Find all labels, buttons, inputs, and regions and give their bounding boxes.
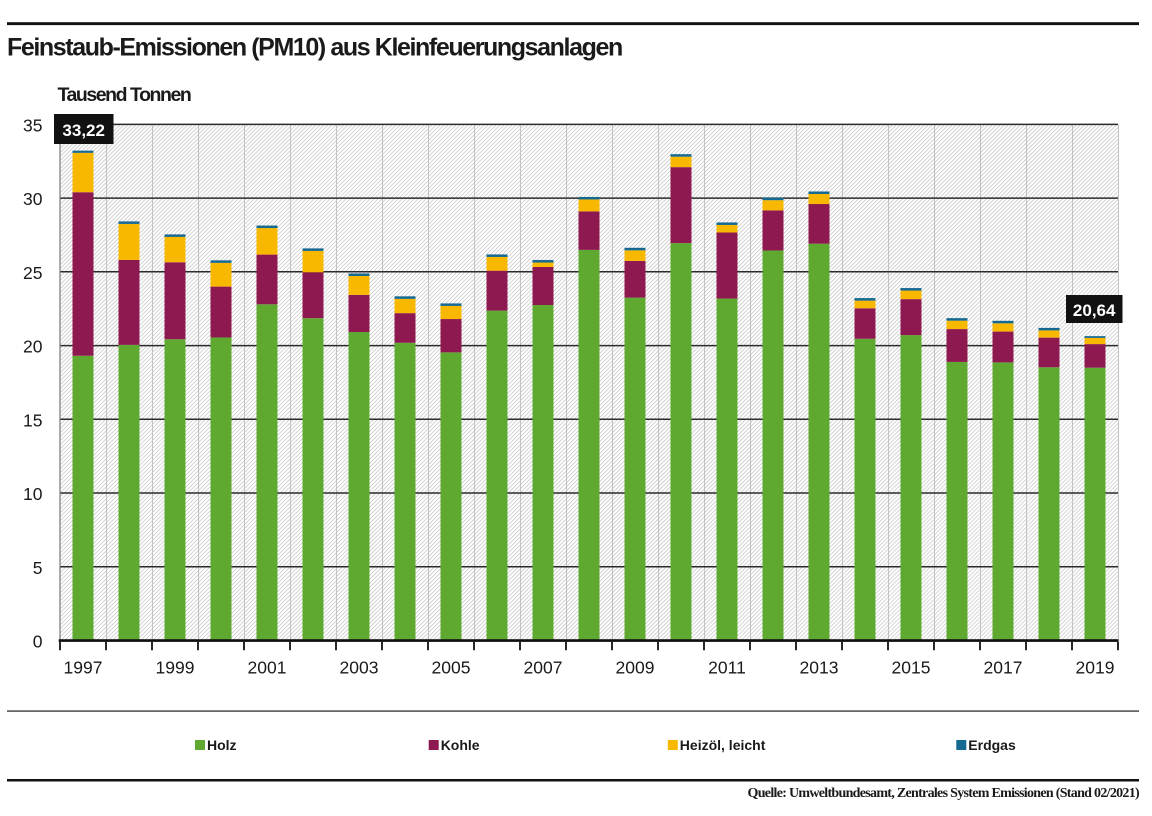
svg-text:Feinstaub-Emissionen (PM10) au: Feinstaub-Emissionen (PM10) aus Kleinfeu… xyxy=(7,34,622,62)
svg-text:2017: 2017 xyxy=(984,658,1023,678)
svg-text:2015: 2015 xyxy=(892,658,931,678)
svg-text:Kohle: Kohle xyxy=(441,737,480,753)
svg-text:Tausend Tonnen: Tausend Tonnen xyxy=(58,84,191,106)
svg-text:Quelle: Umweltbundesamt, Zentr: Quelle: Umweltbundesamt, Zentrales Syste… xyxy=(748,786,1140,801)
svg-text:Heizöl, leicht: Heizöl, leicht xyxy=(680,737,766,753)
svg-text:5: 5 xyxy=(33,558,43,578)
svg-text:Erdgas: Erdgas xyxy=(968,737,1016,753)
svg-text:25: 25 xyxy=(23,263,42,283)
svg-text:2007: 2007 xyxy=(524,658,563,678)
svg-text:1999: 1999 xyxy=(156,658,195,678)
svg-text:20: 20 xyxy=(23,337,43,357)
svg-text:35: 35 xyxy=(23,115,42,135)
svg-text:10: 10 xyxy=(23,484,43,504)
svg-text:2011: 2011 xyxy=(708,658,746,678)
svg-text:2013: 2013 xyxy=(800,658,839,678)
svg-text:2001: 2001 xyxy=(248,658,287,678)
svg-text:2003: 2003 xyxy=(340,658,379,678)
svg-text:15: 15 xyxy=(23,410,42,430)
svg-text:1997: 1997 xyxy=(64,658,103,678)
svg-text:0: 0 xyxy=(33,632,43,652)
svg-text:2005: 2005 xyxy=(432,658,471,678)
svg-text:2019: 2019 xyxy=(1076,658,1115,678)
svg-text:2009: 2009 xyxy=(616,658,655,678)
svg-text:30: 30 xyxy=(23,189,43,209)
svg-text:Holz: Holz xyxy=(207,737,237,753)
svg-text:20,64: 20,64 xyxy=(1073,301,1116,320)
svg-text:33,22: 33,22 xyxy=(62,121,105,140)
